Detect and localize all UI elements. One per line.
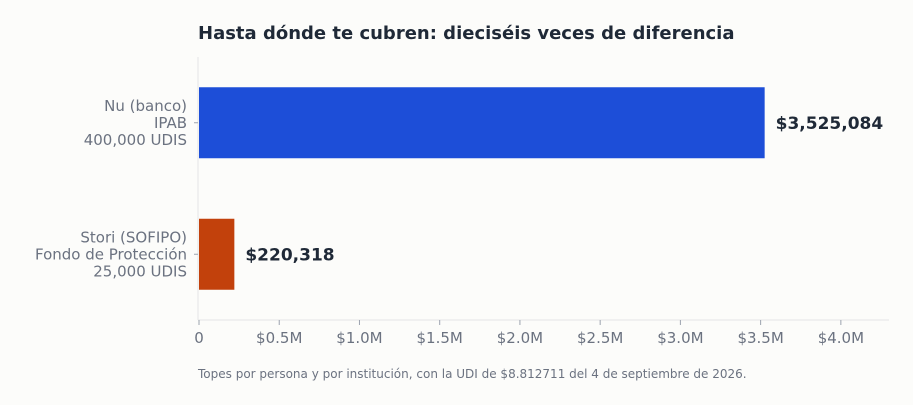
x-tick-label-3: $1.5M xyxy=(417,329,463,347)
axes xyxy=(197,57,889,321)
value-label-1: $220,318 xyxy=(245,245,334,265)
bar-1 xyxy=(199,218,235,290)
x-tick-label-8: $4.0M xyxy=(818,329,864,347)
x-tick-label-6: $3.0M xyxy=(657,329,703,347)
category-label-1-0: Stori (SOFIPO) xyxy=(80,228,187,246)
x-tick-label-4: $2.0M xyxy=(497,329,543,347)
x-tick-label-2: $1.0M xyxy=(336,329,382,347)
chart-title: Hasta dónde te cubren: dieciséis veces d… xyxy=(198,23,735,44)
x-tick-label-0: 0 xyxy=(194,329,204,347)
category-label-1-1: Fondo de Protección xyxy=(35,245,187,263)
value-label-0: $3,525,084 xyxy=(776,114,884,134)
bar-0 xyxy=(199,87,765,159)
x-tick-label-1: $0.5M xyxy=(256,329,302,347)
category-label-0-1: IPAB xyxy=(154,114,187,132)
category-label-0-2: 400,000 UDIS xyxy=(84,131,187,149)
chart-footnote: Topes por persona y por institución, con… xyxy=(197,367,747,381)
x-tick-label-7: $3.5M xyxy=(737,329,783,347)
category-label-0-0: Nu (banco) xyxy=(104,97,187,115)
x-axis-ticks: 0 $0.5M $1.0M $1.5M $2.0M $2.5M $3.0M $3.5M $4.0… xyxy=(194,320,864,347)
x-tick-label-5: $2.5M xyxy=(577,329,623,347)
bars: $3,525,084 $220,318 xyxy=(199,87,883,290)
category-label-1-2: 25,000 UDIS xyxy=(93,262,187,280)
